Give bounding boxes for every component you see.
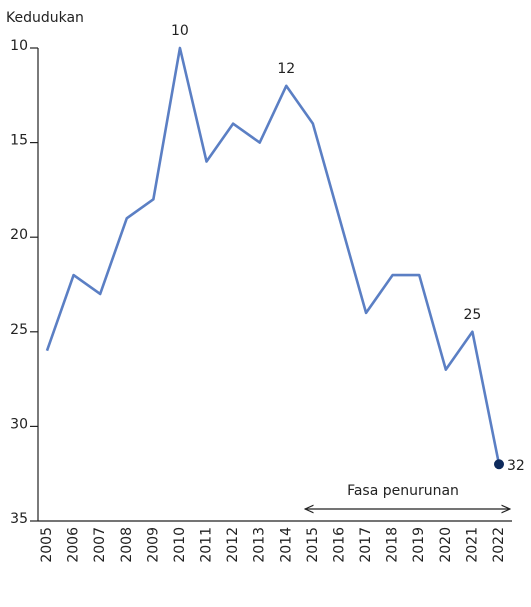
- x-tick-label: 2022: [491, 527, 507, 563]
- x-tick-label: 2017: [358, 527, 374, 563]
- x-tick-label: 2011: [199, 527, 215, 563]
- x-tick-label: 2008: [119, 527, 135, 563]
- end-marker: [494, 459, 504, 470]
- data-label: 10: [171, 23, 189, 39]
- data-label: 12: [277, 61, 295, 77]
- x-tick-label: 2005: [39, 527, 55, 563]
- x-tick-label: 2007: [92, 527, 108, 563]
- line: [45, 46, 501, 465]
- x-tick-label: 2012: [225, 527, 241, 563]
- x-tick-label: 2021: [464, 527, 480, 563]
- x-tick-label: 2006: [66, 527, 82, 563]
- x-tick-label: 2015: [305, 527, 321, 563]
- y-tick-label: 10: [10, 38, 28, 54]
- x-tick-label: 2018: [385, 527, 401, 563]
- data-label: 25: [463, 307, 481, 323]
- y-tick-label: 35: [10, 511, 28, 527]
- x-tick-label: 2016: [331, 527, 347, 563]
- annotation: Fasa penurunan: [347, 483, 459, 499]
- x-tick-label: 2010: [172, 527, 188, 563]
- y-tick-label: 25: [10, 322, 28, 338]
- y-tick-label: 20: [10, 227, 28, 243]
- y-tick-label: 15: [10, 133, 28, 149]
- data-label: 32: [507, 458, 525, 474]
- x-tick-label: 2013: [252, 527, 268, 563]
- y-axis-title: Kedudukan: [6, 10, 84, 26]
- x-tick-label: 2020: [438, 527, 454, 563]
- y-tick-label: 30: [10, 416, 28, 432]
- x-tick-label: 2014: [278, 527, 294, 563]
- x-tick-label: 2019: [411, 527, 427, 563]
- x-tick-label: 2009: [145, 527, 161, 563]
